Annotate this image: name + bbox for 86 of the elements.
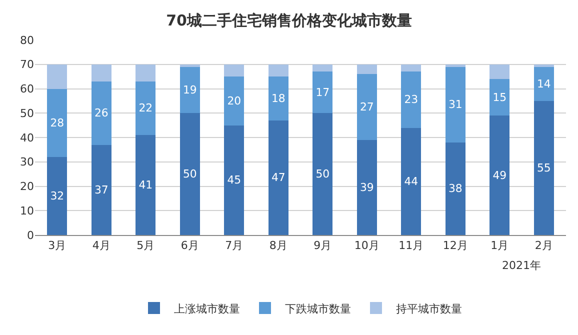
bar	[180, 113, 200, 235]
x-tick-label: 9月	[314, 239, 332, 252]
data-label: 39	[360, 180, 374, 194]
y-tick-label: 60	[20, 82, 34, 96]
bar	[356, 140, 377, 235]
legend-label: 下跌城市数量	[285, 302, 351, 316]
bar	[136, 135, 156, 235]
data-label: 14	[536, 77, 551, 90]
y-tick-label: 10	[20, 204, 34, 218]
data-label: 32	[50, 189, 64, 202]
data-label: 23	[404, 93, 418, 106]
data-label: 38	[448, 182, 462, 196]
y-tick-label: 0	[27, 228, 34, 242]
bar	[445, 142, 466, 235]
text: 2021年	[502, 259, 541, 272]
y-tick-label: 80	[20, 34, 34, 47]
x-tick-label: 4月	[92, 239, 110, 252]
bar	[356, 74, 377, 140]
bar	[136, 81, 156, 136]
x-tick-label: 1月	[490, 239, 509, 252]
y-tick-label: 50	[20, 106, 34, 120]
data-label: 50	[182, 168, 197, 181]
data-label: 26	[94, 106, 108, 120]
data-label: 49	[492, 168, 507, 182]
data-label: 19	[182, 83, 197, 96]
data-label: 37	[94, 183, 108, 196]
y-tick-label: 40	[20, 131, 34, 144]
x-tick-label: 12月	[442, 239, 468, 252]
bar	[312, 64, 333, 72]
bar	[268, 120, 288, 235]
bar	[268, 76, 288, 120]
legend-label: 上涨城市数量	[174, 302, 240, 316]
bar	[445, 64, 466, 67]
bar	[490, 64, 510, 79]
bar	[91, 144, 112, 235]
bar	[490, 79, 510, 116]
bar	[312, 72, 333, 114]
bar	[534, 66, 554, 101]
y-tick-label: 20	[20, 180, 34, 194]
bar	[445, 66, 466, 142]
x-tick-label: 6月	[180, 239, 199, 252]
bar	[401, 64, 422, 72]
data-label: 15	[492, 90, 507, 104]
data-label: 22	[138, 102, 153, 115]
data-label: 41	[138, 178, 153, 192]
bar	[91, 81, 112, 145]
bar	[47, 157, 68, 235]
bar	[180, 64, 200, 67]
x-tick-label: 5月	[136, 239, 155, 252]
bar	[47, 64, 68, 89]
bar	[47, 88, 68, 157]
x-tick-label: 2月	[534, 239, 553, 252]
data-label: 27	[360, 100, 374, 114]
bar	[224, 76, 244, 126]
x-tick-label: 10月	[354, 239, 380, 252]
bar	[224, 64, 244, 77]
data-label: 45	[227, 174, 242, 187]
x-tick-label: 7月	[225, 239, 244, 252]
bar	[180, 66, 200, 114]
data-label: 18	[271, 92, 286, 105]
data-label: 50	[316, 168, 330, 181]
x-tick-label: 3月	[48, 239, 66, 252]
data-label: 47	[271, 171, 286, 184]
bar	[136, 64, 156, 82]
bar	[490, 116, 510, 235]
chart-title: 70城二手住宅销售价格变化城市数量	[166, 12, 412, 30]
data-label: 55	[536, 161, 551, 174]
data-label: 28	[50, 116, 64, 130]
bar	[534, 100, 554, 235]
x-tick-label: 8月	[269, 239, 288, 252]
bar	[312, 113, 333, 235]
bar	[534, 64, 554, 67]
legend-label: 持平城市数量	[396, 302, 462, 316]
bar	[356, 64, 377, 74]
bar	[224, 125, 244, 235]
data-label: 20	[227, 94, 242, 108]
bar	[268, 64, 288, 77]
y-tick-label: 70	[20, 58, 34, 72]
x-tick-label: 11月	[398, 239, 424, 252]
data-label: 17	[316, 86, 330, 99]
bar	[401, 128, 422, 235]
data-label: 31	[448, 98, 462, 112]
bar	[91, 64, 112, 82]
bar	[401, 72, 422, 128]
y-tick-label: 30	[20, 156, 34, 169]
data-label: 44	[404, 174, 418, 188]
